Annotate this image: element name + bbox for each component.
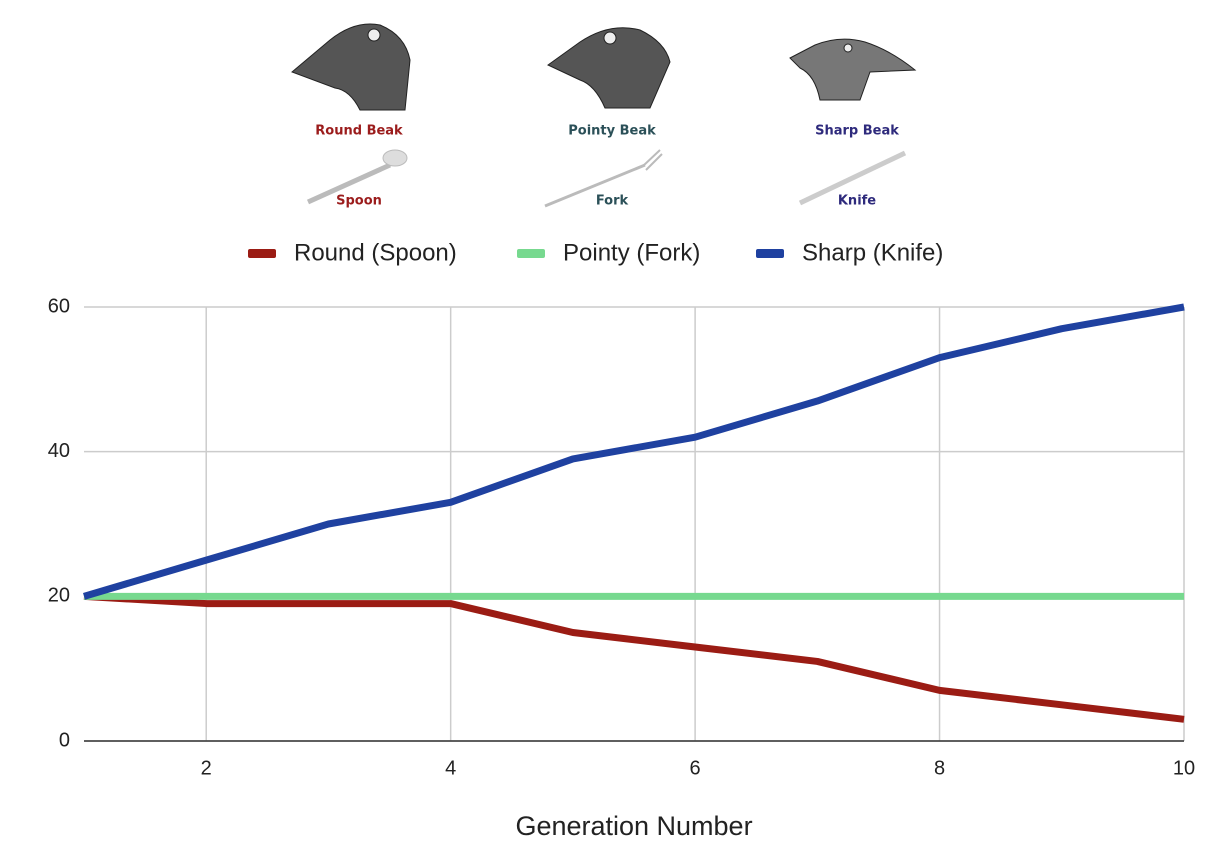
series-line	[83, 592, 1185, 723]
bird-head	[789, 38, 917, 101]
spoon-bowl	[382, 149, 408, 167]
legend-swatch	[248, 249, 276, 258]
utensil-label: Knife	[838, 194, 876, 209]
y-tick-label: 0	[59, 729, 70, 751]
bird-head	[547, 27, 671, 109]
figure-label: Sharp Beak	[815, 124, 899, 139]
figure-label: Pointy Beak	[568, 124, 656, 139]
utensil-label: Spoon	[336, 194, 382, 209]
bird-head	[291, 23, 411, 111]
x-tick-label: 6	[690, 757, 701, 779]
bird-eye	[603, 31, 617, 45]
fork-tines	[642, 149, 663, 171]
y-tick-label: 20	[48, 585, 70, 607]
spoon	[306, 162, 392, 205]
knife	[798, 150, 907, 206]
x-tick-label: 10	[1173, 757, 1195, 779]
x-axis-title: Generation Number	[515, 811, 752, 841]
y-tick-label: 40	[48, 440, 70, 462]
x-tick-label: 4	[445, 757, 456, 779]
legend-label: Sharp (Knife)	[802, 239, 943, 266]
bird-eye	[843, 43, 853, 53]
illustrations	[291, 23, 917, 208]
bird-eye	[367, 28, 381, 42]
fork	[544, 163, 646, 208]
x-tick-label: 2	[201, 757, 212, 779]
legend-swatch	[517, 249, 545, 258]
figure-label: Round Beak	[315, 124, 403, 139]
x-tick-label: 8	[934, 757, 945, 779]
legend-label: Pointy (Fork)	[563, 239, 700, 266]
y-tick-label: 60	[48, 295, 70, 317]
utensil-label: Fork	[596, 194, 629, 209]
series-line	[83, 303, 1185, 600]
legend-label: Round (Spoon)	[294, 239, 457, 266]
legend-swatch	[756, 249, 784, 258]
